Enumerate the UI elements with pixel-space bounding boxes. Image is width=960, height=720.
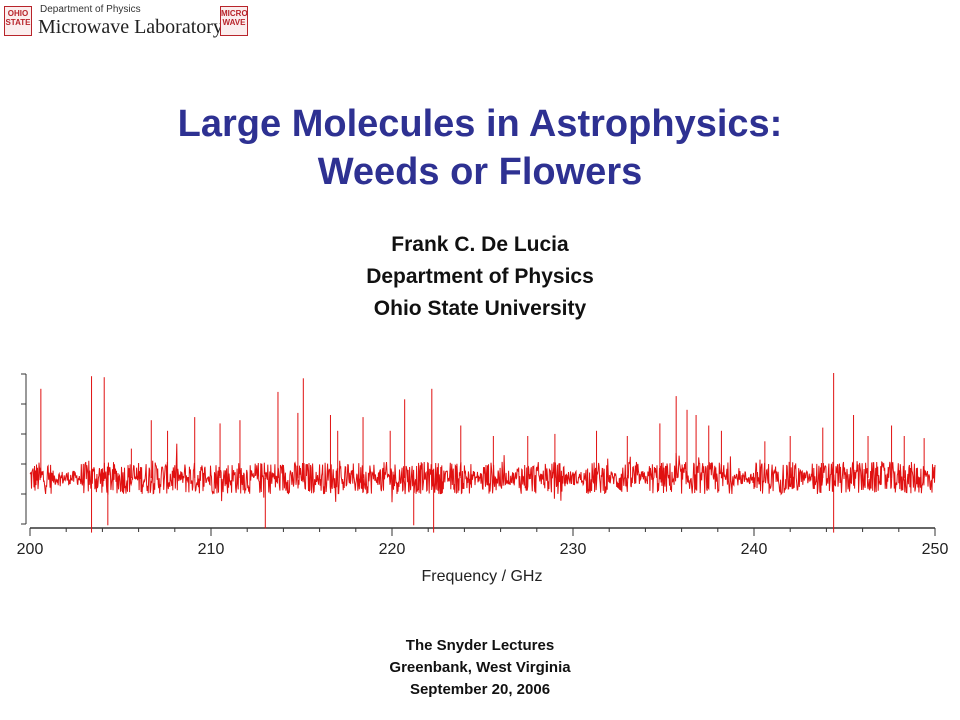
x-axis-label: Frequency / GHz: [422, 568, 543, 585]
title-line-1: Large Molecules in Astrophysics:: [177, 103, 783, 145]
x-tick-label: 250: [922, 541, 949, 558]
y-axis: [21, 373, 27, 525]
x-tick-label: 210: [198, 541, 225, 558]
spectrum-noise-line: [29, 443, 936, 503]
x-axis: 200 210 220 230 240 250: [17, 527, 949, 558]
ohio-state-seal-icon: OHIO STATE: [4, 6, 32, 36]
x-tick-label: 240: [741, 541, 768, 558]
microwave-seal-icon: MICRO WAVE: [220, 6, 248, 36]
spectrum-trace: [29, 373, 936, 533]
footer-event: The Snyder Lectures: [405, 637, 555, 654]
spectrum-chart: 200 210 220 230 240 250 Frequency / GHz: [17, 373, 949, 585]
x-tick-label: 230: [560, 541, 587, 558]
footer-date: September 20, 2006: [409, 681, 551, 698]
author-department: Department of Physics: [366, 265, 594, 288]
author-institution: Ohio State University: [373, 297, 587, 320]
logo-department-text: Department of Physics: [40, 4, 141, 15]
logo-lab-text: Microwave Laboratory: [38, 16, 223, 38]
author-name: Frank C. De Lucia: [391, 233, 569, 256]
x-tick-label: 200: [17, 541, 44, 558]
footer-location: Greenbank, West Virginia: [389, 659, 571, 676]
microwave-lab-logo: OHIO STATE Department of Physics Microwav…: [2, 2, 256, 38]
title-line-2: Weeds or Flowers: [317, 151, 643, 193]
x-tick-label: 220: [379, 541, 406, 558]
